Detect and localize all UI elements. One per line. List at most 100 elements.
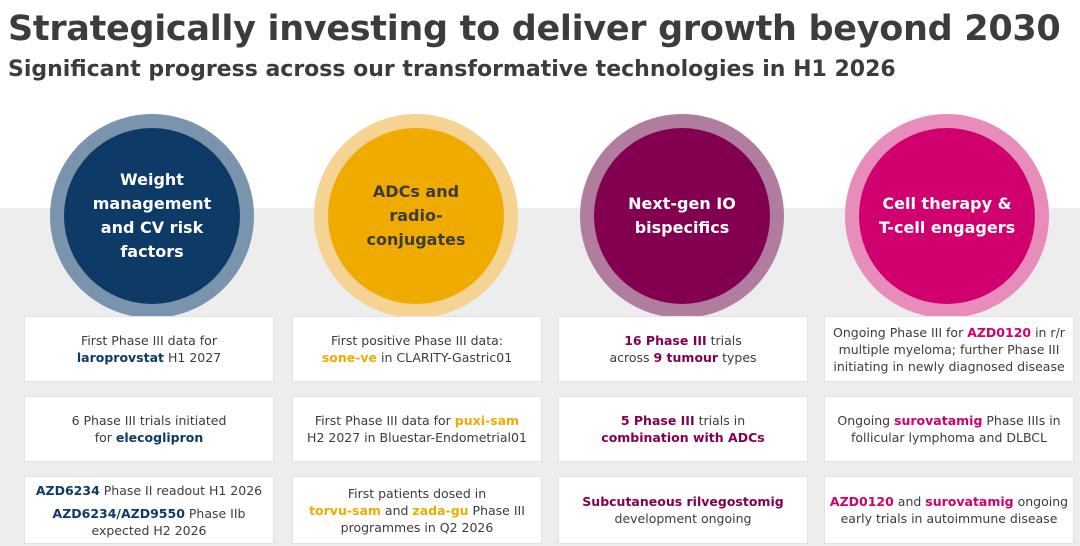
column-io: Next-gen IO bispecifics 16 Phase III tria…	[558, 0, 808, 546]
highlight-text: surovatamig	[894, 413, 983, 428]
card-line: AZD0120 and surovatamig ongoing	[830, 493, 1068, 510]
card-line: H2 2027 in Bluestar-Endometrial01	[307, 429, 527, 446]
card-line: for elecoglipron	[95, 429, 204, 446]
info-card: Ongoing Phase III for AZD0120 in r/r mult…	[824, 316, 1074, 382]
card-line: AZD6234 Phase II readout H1 2026	[36, 482, 262, 499]
highlight-text: AZD6234	[35, 482, 100, 498]
info-card: First Phase III data for laroprovstat H1 …	[24, 316, 274, 382]
highlight-text: 5 Phase III	[620, 413, 695, 428]
info-card: Subcutaneous rilvegostomig development on…	[558, 476, 808, 544]
card-line: 6 Phase III trials initiated	[72, 412, 227, 429]
card-line: programmes in Q2 2026	[341, 519, 494, 536]
circle-ring-io: Next-gen IO bispecifics	[580, 114, 784, 318]
highlight-text: surovatamig	[925, 494, 1014, 509]
card-text: H2 2027 in Bluestar-Endometrial01	[307, 430, 527, 445]
card-text: for	[94, 430, 116, 445]
column-weight: Weight management and CV risk factors Fir…	[24, 0, 274, 546]
card-line: AZD6234/AZD9550 Phase IIb	[53, 505, 246, 522]
card-text: First patients dosed in	[347, 485, 487, 501]
card-text: First Phase III data for	[314, 413, 455, 428]
card-line: torvu-sam and zada-gu Phase III	[309, 502, 525, 519]
card-text: programmes in Q2 2026	[340, 519, 494, 535]
highlight-text: laroprovstat	[76, 350, 165, 365]
circle-ring-weight: Weight management and CV risk factors	[50, 114, 254, 318]
card-text: Phase IIb	[184, 505, 246, 521]
card-line: laroprovstat H1 2027	[77, 349, 221, 366]
card-line: across 9 tumour types	[609, 349, 756, 366]
highlight-text: puxi-sam	[454, 413, 520, 428]
card-text: across	[609, 350, 654, 365]
card-line: initiating in newly diagnosed disease	[833, 358, 1064, 375]
card-text: in r/r	[1031, 324, 1065, 340]
circle-cell: Cell therapy & T-cell engagers	[859, 128, 1035, 304]
highlight-text: combination with ADCs	[601, 430, 765, 445]
card-text: Phase III	[468, 502, 525, 518]
info-card: AZD6234 Phase II readout H1 2026 AZD6234/…	[24, 476, 274, 544]
info-card: 16 Phase III trials across 9 tumour types	[558, 316, 808, 382]
column-adc: ADCs and radio- conjugates First positive…	[292, 0, 542, 546]
highlight-text: elecoglipron	[115, 430, 204, 445]
highlight-text: sone-ve	[321, 350, 378, 365]
circle-adc: ADCs and radio- conjugates	[328, 128, 504, 304]
card-text: Phase IIIs in	[982, 413, 1061, 428]
card-text: Ongoing	[837, 413, 895, 428]
card-text: early trials in autoimmune disease	[840, 511, 1058, 526]
circle-label: Cell therapy & T-cell engagers	[878, 194, 1016, 237]
card-text: Phase II readout H1 2026	[99, 482, 263, 498]
circle-label: Weight management and CV risk factors	[92, 170, 212, 261]
card-text: and	[380, 502, 413, 518]
card-text: types	[718, 350, 757, 365]
info-card: First Phase III data for puxi-sam H2 2027…	[292, 396, 542, 462]
highlight-text: Subcutaneous rilvegostomig	[582, 494, 784, 509]
highlight-text: torvu-sam	[309, 502, 381, 518]
card-text: Ongoing Phase III for	[833, 324, 968, 340]
card-line: sone-ve in CLARITY-Gastric01	[322, 349, 512, 366]
circle-label: Next-gen IO bispecifics	[628, 194, 736, 237]
page-title: Strategically investing to deliver growt…	[8, 9, 1061, 49]
card-text: trials	[706, 333, 742, 348]
card-line: Ongoing Phase III for AZD0120 in r/r	[833, 324, 1065, 341]
card-text: H1 2027	[164, 350, 222, 365]
column-cell: Cell therapy & T-cell engagers Ongoing Ph…	[824, 0, 1074, 546]
circle-ring-adc: ADCs and radio- conjugates	[314, 114, 518, 318]
info-card: Ongoing surovatamig Phase IIIs in follicu…	[824, 396, 1074, 462]
highlight-text: 16 Phase III	[624, 333, 707, 348]
info-card: First patients dosed in torvu-sam and zad…	[292, 476, 542, 544]
card-text: follicular lymphoma and DLBCL	[851, 430, 1047, 445]
info-card: 5 Phase III trials in combination with AD…	[558, 396, 808, 462]
highlight-text: zada-gu	[412, 502, 469, 518]
card-text: First positive Phase III data:	[331, 333, 503, 348]
card-text: First Phase III data for	[81, 333, 217, 348]
info-card: AZD0120 and surovatamig ongoing early tri…	[824, 476, 1074, 544]
circle-ring-cell: Cell therapy & T-cell engagers	[845, 114, 1049, 318]
highlight-text: AZD6234/AZD9550	[52, 505, 185, 521]
card-line: First patients dosed in	[348, 485, 486, 502]
card-line: early trials in autoimmune disease	[841, 510, 1058, 527]
card-line: 5 Phase III trials in	[621, 412, 745, 429]
info-card: First positive Phase III data: sone-ve in…	[292, 316, 542, 382]
circle-weight: Weight management and CV risk factors	[64, 128, 240, 304]
highlight-text: AZD0120	[829, 494, 894, 509]
highlight-text: 9 tumour	[653, 350, 719, 365]
card-text: ongoing	[1013, 494, 1069, 509]
card-line: multiple myeloma; further Phase III	[839, 341, 1060, 358]
card-text: multiple myeloma; further Phase III	[838, 341, 1060, 357]
card-line: First positive Phase III data:	[331, 332, 503, 349]
circle-io: Next-gen IO bispecifics	[594, 128, 770, 304]
card-text: 6 Phase III trials initiated	[71, 413, 227, 428]
card-text: initiating in newly diagnosed disease	[833, 358, 1065, 374]
card-text: and	[893, 494, 926, 509]
info-card: 6 Phase III trials initiated for elecogli…	[24, 396, 274, 462]
card-line: expected H2 2026	[91, 522, 206, 539]
card-text: trials in	[694, 413, 746, 428]
card-line: First Phase III data for	[81, 332, 217, 349]
highlight-text: AZD0120	[967, 324, 1032, 340]
card-line: combination with ADCs	[601, 429, 764, 446]
circle-label: ADCs and radio- conjugates	[366, 182, 466, 249]
card-line: development ongoing	[615, 510, 752, 527]
card-text: in CLARITY-Gastric01	[377, 350, 513, 365]
card-text: expected H2 2026	[91, 522, 207, 538]
card-line: 16 Phase III trials	[624, 332, 742, 349]
card-line: Subcutaneous rilvegostomig	[582, 493, 783, 510]
card-line: Ongoing surovatamig Phase IIIs in	[837, 412, 1060, 429]
